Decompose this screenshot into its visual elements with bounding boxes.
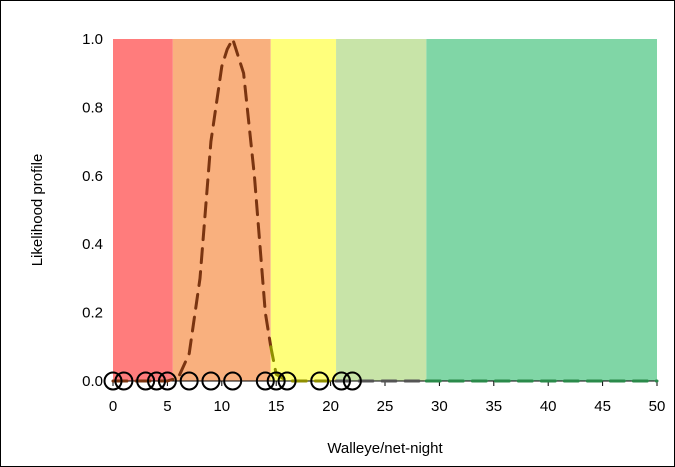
y-axis-label: Likelihood profile [29,154,46,267]
observation-point-3 [147,371,167,391]
observation-point-10 [277,371,297,391]
x-tick-label-10: 50 [649,398,666,415]
observation-point-9 [266,371,286,391]
x-tick-label-7: 35 [485,398,502,415]
y-tick-label-3: 0.6 [82,168,103,185]
y-tick-label-2: 0.4 [82,236,103,253]
x-tick-label-1: 5 [163,398,171,415]
series-group [111,37,659,383]
x-tick-label-4: 20 [322,398,339,415]
observation-point-7 [223,371,243,391]
tick-label-group: 0 5 10 15 20 25 30 35 40 45 50 0.0 0.2 0.4 0.6 0.8 1.0 [82,31,665,415]
x-tick-label-3: 15 [268,398,285,415]
band-3 [336,39,427,381]
band-4 [426,39,657,381]
observation-point-11 [310,371,330,391]
observation-group [103,371,362,391]
y-tick-label-4: 0.8 [82,99,103,116]
observation-point-12 [331,371,351,391]
y-tick-label-1: 0.2 [82,305,103,322]
series-line-segment-1 [269,345,338,383]
y-tick-label-5: 1.0 [82,31,103,48]
observation-point-4 [157,371,177,391]
x-tick-label-8: 40 [540,398,557,415]
band-2 [270,39,337,381]
observation-point-13 [342,371,362,391]
series-line-segment-0 [111,37,273,383]
observation-point-1 [114,371,134,391]
observation-point-8 [255,371,275,391]
x-tick-label-5: 25 [377,398,394,415]
band-0 [113,39,173,381]
x-tick-label-9: 45 [594,398,611,415]
observation-point-0 [103,371,123,391]
band-group [113,39,657,381]
observation-point-5 [179,371,199,391]
observation-point-2 [136,371,156,391]
x-axis-label: Walleye/net-night [327,440,443,457]
y-tick-label-0: 0.0 [82,373,103,390]
x-tick-label-0: 0 [109,398,117,415]
observation-point-6 [201,371,221,391]
band-1 [172,39,271,381]
x-tick-label-2: 10 [213,398,230,415]
x-tick-label-6: 30 [431,398,448,415]
